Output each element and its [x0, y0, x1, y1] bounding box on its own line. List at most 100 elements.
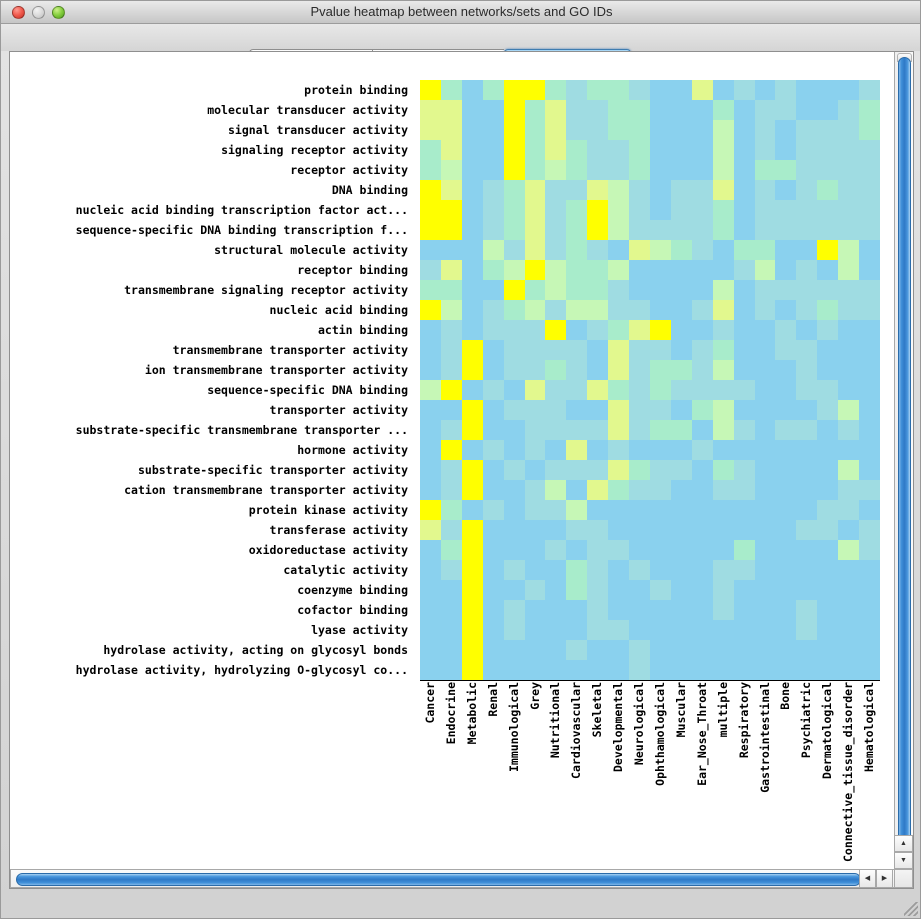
heatmap-cell[interactable] — [545, 100, 567, 120]
heatmap-cell[interactable] — [629, 620, 650, 640]
heatmap-cell[interactable] — [838, 260, 860, 280]
heatmap-cell[interactable] — [649, 100, 671, 120]
heatmap-cell[interactable] — [838, 180, 860, 200]
heatmap-cell[interactable] — [817, 580, 839, 600]
heatmap-cell[interactable] — [712, 460, 734, 480]
heatmap-cell[interactable] — [608, 640, 630, 660]
heatmap-cell[interactable] — [796, 100, 818, 120]
heatmap-cell[interactable] — [775, 100, 797, 120]
heatmap-cell[interactable] — [461, 400, 483, 420]
heatmap-cell[interactable] — [754, 620, 776, 640]
heatmap-cell[interactable] — [587, 360, 609, 380]
heatmap-cell[interactable] — [629, 180, 650, 200]
heatmap-cell[interactable] — [420, 220, 441, 240]
heatmap-cell[interactable] — [796, 380, 818, 400]
heatmap-cell[interactable] — [649, 640, 671, 660]
heatmap-cell[interactable] — [587, 100, 609, 120]
heatmap-cell[interactable] — [649, 120, 671, 140]
heatmap-cell[interactable] — [859, 80, 880, 100]
heatmap-cell[interactable] — [503, 420, 525, 440]
heatmap-cell[interactable] — [754, 540, 776, 560]
heatmap-cell[interactable] — [503, 380, 525, 400]
heatmap-cell[interactable] — [566, 160, 588, 180]
heatmap-cell[interactable] — [440, 340, 462, 360]
heatmap-cell[interactable] — [691, 360, 713, 380]
heatmap-cell[interactable] — [420, 320, 441, 340]
heatmap-cell[interactable] — [482, 460, 504, 480]
heatmap-cell[interactable] — [524, 300, 546, 320]
heatmap-cell[interactable] — [691, 240, 713, 260]
heatmap-cell[interactable] — [796, 340, 818, 360]
heatmap-cell[interactable] — [629, 480, 650, 500]
heatmap-cell[interactable] — [733, 300, 755, 320]
heatmap-cell[interactable] — [670, 600, 692, 620]
heatmap-cell[interactable] — [587, 280, 609, 300]
heatmap-cell[interactable] — [691, 140, 713, 160]
heatmap-cell[interactable] — [482, 260, 504, 280]
heatmap-cell[interactable] — [461, 180, 483, 200]
heatmap-cell[interactable] — [649, 460, 671, 480]
heatmap-cell[interactable] — [712, 100, 734, 120]
heatmap-cell[interactable] — [566, 240, 588, 260]
heatmap-cell[interactable] — [440, 660, 462, 680]
heatmap-cell[interactable] — [670, 200, 692, 220]
heatmap-cell[interactable] — [754, 400, 776, 420]
heatmap-cell[interactable] — [712, 400, 734, 420]
heatmap-cell[interactable] — [545, 460, 567, 480]
heatmap-cell[interactable] — [440, 200, 462, 220]
heatmap-cell[interactable] — [649, 660, 671, 680]
heatmap-cell[interactable] — [420, 280, 441, 300]
heatmap-cell[interactable] — [733, 580, 755, 600]
heatmap-cell[interactable] — [775, 280, 797, 300]
heatmap-cell[interactable] — [817, 80, 839, 100]
heatmap-cell[interactable] — [524, 400, 546, 420]
heatmap-cell[interactable] — [566, 220, 588, 240]
heatmap-cell[interactable] — [440, 560, 462, 580]
heatmap-cell[interactable] — [859, 440, 880, 460]
heatmap-cell[interactable] — [670, 100, 692, 120]
heatmap-cell[interactable] — [566, 340, 588, 360]
heatmap-cell[interactable] — [712, 360, 734, 380]
heatmap-cell[interactable] — [608, 280, 630, 300]
heatmap-cell[interactable] — [524, 160, 546, 180]
heatmap-cell[interactable] — [691, 620, 713, 640]
heatmap-cell[interactable] — [712, 600, 734, 620]
heatmap-cell[interactable] — [524, 540, 546, 560]
heatmap-cell[interactable] — [420, 560, 441, 580]
heatmap-cell[interactable] — [754, 640, 776, 660]
heatmap-cell[interactable] — [712, 320, 734, 340]
heatmap-cell[interactable] — [587, 340, 609, 360]
heatmap-cell[interactable] — [461, 500, 483, 520]
heatmap-cell[interactable] — [545, 300, 567, 320]
heatmap-cell[interactable] — [838, 660, 860, 680]
heatmap-cell[interactable] — [440, 180, 462, 200]
heatmap-cell[interactable] — [817, 260, 839, 280]
heatmap-cell[interactable] — [796, 560, 818, 580]
heatmap-cell[interactable] — [524, 240, 546, 260]
heatmap-cell[interactable] — [566, 180, 588, 200]
heatmap-cell[interactable] — [649, 220, 671, 240]
heatmap-cell[interactable] — [482, 340, 504, 360]
heatmap-cell[interactable] — [796, 240, 818, 260]
heatmap-cell[interactable] — [440, 540, 462, 560]
heatmap-cell[interactable] — [670, 140, 692, 160]
heatmap-cell[interactable] — [482, 580, 504, 600]
heatmap-cell[interactable] — [733, 80, 755, 100]
heatmap-cell[interactable] — [775, 520, 797, 540]
heatmap-cell[interactable] — [608, 300, 630, 320]
heatmap-cell[interactable] — [859, 100, 880, 120]
heatmap-cell[interactable] — [524, 320, 546, 340]
heatmap-cell[interactable] — [691, 100, 713, 120]
heatmap-cell[interactable] — [482, 380, 504, 400]
heatmap-cell[interactable] — [775, 460, 797, 480]
heatmap-cell[interactable] — [796, 180, 818, 200]
heatmap-cell[interactable] — [482, 660, 504, 680]
heatmap-cell[interactable] — [608, 260, 630, 280]
heatmap-cell[interactable] — [420, 540, 441, 560]
heatmap-cell[interactable] — [775, 320, 797, 340]
heatmap-cell[interactable] — [503, 220, 525, 240]
heatmap-cell[interactable] — [817, 420, 839, 440]
heatmap-cell[interactable] — [754, 600, 776, 620]
heatmap-cell[interactable] — [420, 660, 441, 680]
heatmap-cell[interactable] — [587, 600, 609, 620]
